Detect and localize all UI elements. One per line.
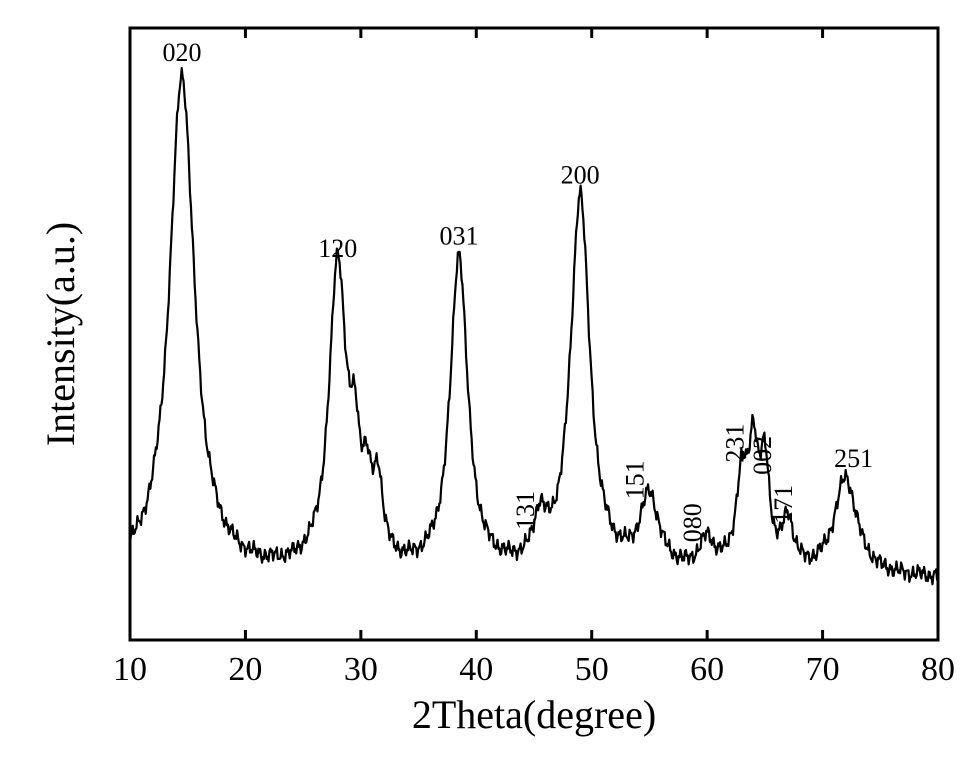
peak-label: 120 — [318, 234, 357, 263]
x-axis-label: 2Theta(degree) — [412, 692, 656, 737]
xrd-chart: 10 20 30 40 50 60 70 80 2Theta(degree) Intensity(… — [0, 0, 963, 772]
x-tick-label: 20 — [228, 651, 262, 688]
peak-label: 251 — [834, 444, 873, 473]
chart-svg: 10 20 30 40 50 60 70 80 2Theta(degree) Intensity(… — [0, 0, 963, 772]
peak-label: 231 — [720, 424, 749, 463]
peak-label: 151 — [620, 460, 649, 499]
x-tick-label: 50 — [575, 651, 609, 688]
peak-label: 171 — [769, 485, 798, 524]
peak-label: 020 — [162, 38, 201, 67]
peak-label: 080 — [678, 503, 707, 542]
x-tick-label: 70 — [806, 651, 840, 688]
x-tick-label: 60 — [690, 651, 724, 688]
peak-label: 031 — [439, 222, 478, 251]
x-tick-label: 80 — [921, 651, 955, 688]
peak-label: 200 — [561, 160, 600, 189]
peak-label: 002 — [748, 436, 777, 475]
x-tick-label: 10 — [113, 651, 147, 688]
peak-label: 131 — [511, 491, 540, 530]
y-axis-label: Intensity(a.u.) — [38, 222, 83, 446]
x-tick-label: 30 — [344, 651, 378, 688]
x-tick-label: 40 — [459, 651, 493, 688]
